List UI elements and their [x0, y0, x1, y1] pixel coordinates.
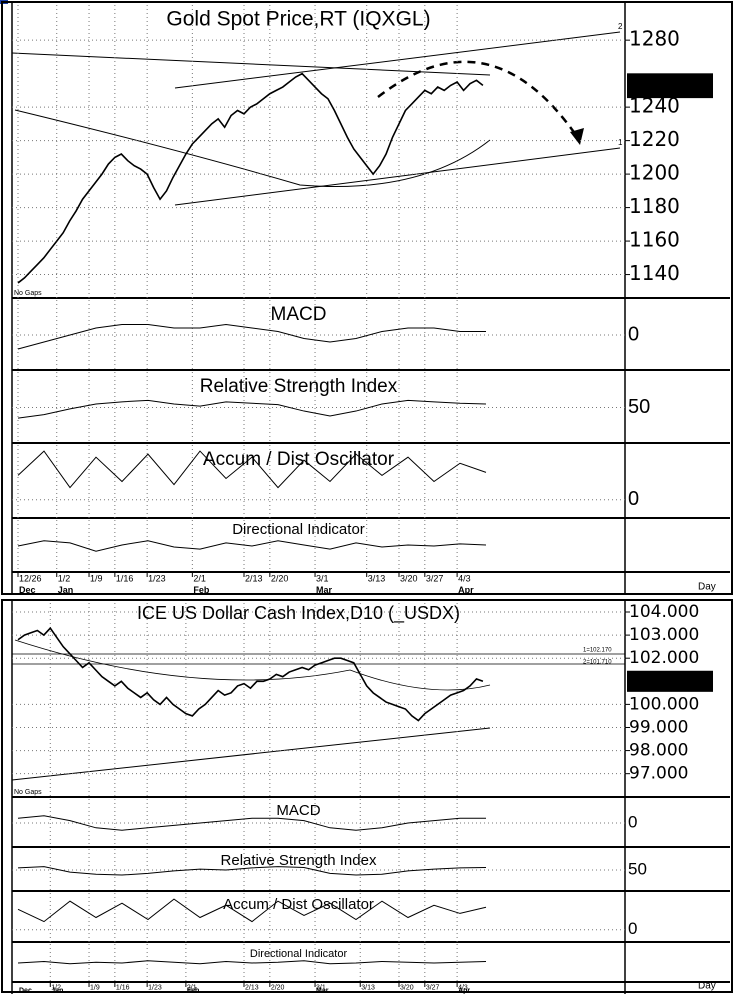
- x-tick-label: 12/26: [19, 574, 42, 584]
- y-tick-label: 1200: [629, 161, 680, 185]
- month-label: Feb: [193, 585, 210, 595]
- moving-average: [14, 639, 491, 691]
- y-tick-label: 50: [628, 859, 647, 878]
- price-line: [17, 72, 484, 284]
- y-tick-label: 104.000: [629, 602, 699, 622]
- x-tick-label: 3/20: [400, 984, 414, 991]
- x-tick-label: 4/3: [458, 984, 468, 991]
- x-tick-label: 3/13: [368, 574, 386, 584]
- x-tick-label: 1/16: [116, 984, 130, 991]
- panel-title: MACD: [276, 802, 320, 819]
- y-tick-label: 0: [628, 323, 639, 345]
- y-tick-label: 1180: [629, 194, 680, 218]
- x-tick-label: 2/20: [271, 984, 285, 991]
- y-tick-label: 1280: [629, 27, 680, 51]
- month-label: Dec: [19, 987, 32, 994]
- y-tick-label: 0: [628, 919, 637, 938]
- panel-title: Relative Strength Index: [200, 376, 398, 397]
- panel-title: MACD: [271, 304, 327, 325]
- x-tick-label: 2/1: [187, 984, 197, 991]
- indicator-line: [17, 815, 486, 831]
- indicator-line: [17, 960, 487, 965]
- indicator-line: [17, 399, 487, 419]
- y-tick-label: 50: [628, 396, 650, 418]
- y-tick-label: 103.000: [629, 625, 699, 645]
- x-tick-label: 4/3: [458, 574, 471, 584]
- month-label: Dec: [19, 585, 36, 595]
- last-value-label: 101.000: [629, 671, 699, 691]
- frame: [1, 599, 733, 993]
- x-tick-label: 1/2: [58, 574, 71, 584]
- x-tick-label: 3/20: [400, 574, 418, 584]
- panel-title: Accum / Dist Oscillator: [223, 896, 374, 913]
- x-tick-label: 1/2: [51, 984, 61, 991]
- price-line: [17, 626, 484, 722]
- y-tick-label: 1220: [629, 127, 680, 151]
- y-tick-label: 100.000: [629, 694, 699, 714]
- x-tick-label: 1/23: [148, 574, 166, 584]
- chart-title: ICE US Dollar Cash Index,D10 (_USDX): [137, 603, 460, 624]
- y-tick-label: 0: [628, 812, 637, 831]
- indicator-line: [17, 450, 487, 489]
- x-tick-label: 2/20: [271, 574, 289, 584]
- month-label: Apr: [458, 987, 470, 994]
- indicator-line: [17, 866, 487, 876]
- panel-title: Directional Indicator: [232, 521, 365, 538]
- frame: [1, 1, 733, 595]
- panel-title: Directional Indicator: [250, 948, 348, 960]
- trendline: [174, 147, 621, 206]
- month-label: Mar: [316, 987, 329, 994]
- month-label: Feb: [187, 987, 199, 994]
- month-label: Jan: [58, 585, 74, 595]
- last-value-box: [627, 670, 713, 692]
- last-value-box: [627, 73, 713, 99]
- y-tick-label: 98.000: [629, 741, 688, 761]
- last-value-label: 1252.79: [629, 72, 712, 96]
- indicator-line: [17, 540, 487, 552]
- trendline: [11, 727, 491, 781]
- x-tick-label: 3/1: [316, 574, 329, 584]
- line-label: 1=102.170: [583, 648, 612, 654]
- x-tick-label: 3/13: [361, 984, 375, 991]
- trendline: [11, 52, 491, 76]
- x-tick-label: 3/27: [426, 574, 444, 584]
- chart-title: Gold Spot Price,RT (IQXGL): [166, 8, 430, 31]
- trendline: [174, 31, 621, 89]
- month-label: Mar: [316, 585, 333, 595]
- x-tick-label: 3/1: [316, 984, 326, 991]
- gap-note: No Gaps: [14, 290, 42, 297]
- x-tick-label: 1/16: [116, 574, 134, 584]
- indicator-line: [17, 323, 486, 350]
- month-label: Jan: [51, 987, 63, 994]
- panel-title: Relative Strength Index: [221, 852, 377, 869]
- y-tick-label: 97.000: [629, 764, 688, 784]
- x-tick-label: 2/13: [245, 984, 259, 991]
- x-tick-label: 1/9: [90, 574, 103, 584]
- x-tick-label: 2/13: [245, 574, 263, 584]
- x-axis-label: Day: [698, 981, 716, 992]
- line-label: 1: [618, 138, 623, 147]
- y-tick-label: 1140: [629, 261, 680, 285]
- y-tick-label: 0: [628, 488, 639, 510]
- y-tick-label: 102.000: [629, 648, 699, 668]
- line-label: 2: [618, 22, 623, 31]
- x-axis-label: Day: [698, 582, 716, 593]
- x-tick-label: 1/23: [148, 984, 162, 991]
- line-label: 2=101.710: [583, 660, 612, 666]
- month-label: Apr: [458, 585, 474, 595]
- panel-title: Accum / Dist Oscillator: [203, 449, 395, 470]
- x-tick-label: 1/9: [90, 984, 100, 991]
- y-tick-label: 1160: [629, 228, 680, 252]
- gap-note: No Gaps: [14, 789, 42, 796]
- indicator-line: [17, 898, 487, 923]
- projection-arrow: [377, 60, 580, 139]
- y-tick-label: 99.000: [629, 717, 688, 737]
- moving-average: [14, 109, 491, 188]
- x-tick-label: 3/27: [426, 984, 440, 991]
- x-tick-label: 2/1: [193, 574, 206, 584]
